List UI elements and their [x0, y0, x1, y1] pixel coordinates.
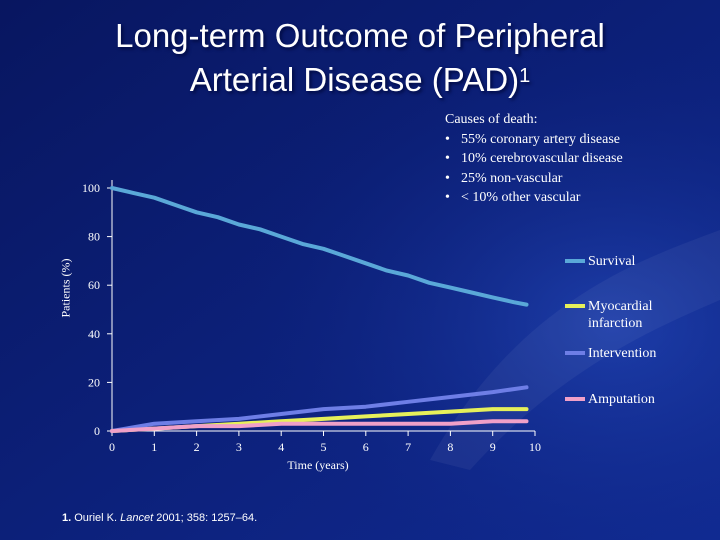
legend-label-mi-line1: Myocardial [588, 299, 653, 314]
title-line-2-text: Arterial Disease (PAD) [189, 61, 520, 98]
series-line-amputation [110, 419, 529, 433]
y-tick-label: 20 [88, 375, 100, 389]
x-tick-label: 10 [529, 440, 541, 454]
cause-item: < 10% other vascular [445, 188, 623, 208]
title-superscript: 1 [519, 65, 531, 87]
reference-author: Ouriel K. [74, 512, 118, 524]
series-line-intervention [110, 385, 529, 433]
x-tick-label: 5 [321, 440, 327, 454]
causes-heading: Causes of death: [445, 112, 538, 127]
legend-label-intervention: Intervention [588, 346, 657, 361]
x-tick-label: 4 [278, 440, 284, 454]
slide-title: Long-term Outcome of Peripheral Arterial… [0, 14, 720, 102]
legend-label-amputation: Amputation [588, 392, 655, 407]
x-axis-label: Time (years) [287, 458, 349, 472]
reference-journal: Lancet [120, 512, 154, 524]
x-tick-label: 7 [405, 440, 411, 454]
legend-swatch-intervention [565, 351, 585, 355]
y-tick-label: 0 [94, 424, 100, 438]
legend-label-myocardial-infarction: Myocardial infarction [588, 298, 653, 332]
legend-swatch-myocardial-infarction [565, 304, 585, 308]
y-tick-label: 60 [88, 278, 100, 292]
cause-item: 55% coronary artery disease [445, 130, 623, 150]
x-tick-label: 6 [363, 440, 369, 454]
x-tick-label: 9 [490, 440, 496, 454]
title-line-1: Long-term Outcome of Peripheral [115, 17, 605, 54]
x-tick-label: 0 [109, 440, 115, 454]
legend-label-survival: Survival [588, 254, 636, 269]
reference-details: 2001; 358: 1257–64. [156, 512, 258, 524]
legend-swatch-survival [565, 259, 585, 263]
reference-footnote: 1. Ouriel K. Lancet 2001; 358: 1257–64. [62, 512, 257, 524]
legend-swatch-amputation [565, 397, 585, 401]
x-tick-label: 8 [447, 440, 453, 454]
series-line-survival [110, 186, 529, 307]
legend-label-mi-line2: infarction [588, 316, 643, 331]
y-tick-label: 40 [88, 327, 100, 341]
reference-number: 1. [62, 512, 72, 524]
y-tick-label: 100 [82, 181, 100, 195]
x-tick-label: 3 [236, 440, 242, 454]
title-line-2: Arterial Disease (PAD)1 [0, 58, 720, 102]
y-axis-label: Patients (%) [58, 258, 73, 318]
cause-item: 10% cerebrovascular disease [445, 149, 623, 169]
x-tick-label: 1 [151, 440, 157, 454]
causes-of-death: Causes of death: 55% coronary artery dis… [445, 110, 623, 208]
y-tick-label: 80 [88, 230, 100, 244]
cause-item: 25% non-vascular [445, 169, 623, 189]
causes-list: 55% coronary artery disease 10% cerebrov… [445, 130, 623, 208]
x-tick-label: 2 [194, 440, 200, 454]
